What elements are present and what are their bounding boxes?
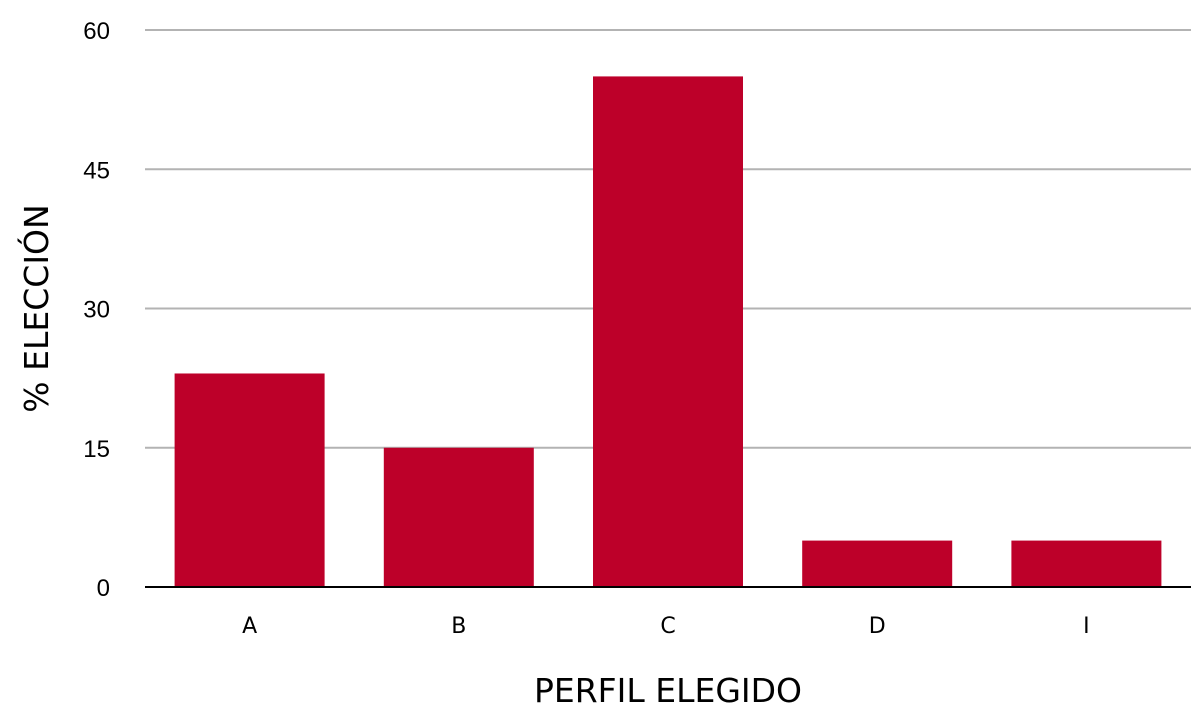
x-tick-label: C [660,614,675,639]
y-tick-label: 30 [83,297,110,324]
bar-a [174,373,325,587]
bar-c [593,76,743,588]
y-tick-label: 0 [97,575,110,602]
y-axis-title: % ELECCIÓN [16,204,56,412]
y-tick-label: 60 [83,18,110,45]
bar-d [802,540,953,587]
y-tick-labels: 0 15 30 45 60 [83,18,110,602]
x-tick-label: A [242,614,257,639]
x-tick-label: D [869,614,886,639]
y-tick-label: 15 [83,436,110,463]
bar-b [383,447,534,587]
bars [174,76,1162,588]
x-tick-label: I [1083,614,1090,639]
x-axis-title: PERFIL ELEGIDO [534,671,802,704]
x-tick-label: B [451,614,466,639]
bar-i [1011,540,1162,587]
y-tick-label: 45 [83,157,110,184]
